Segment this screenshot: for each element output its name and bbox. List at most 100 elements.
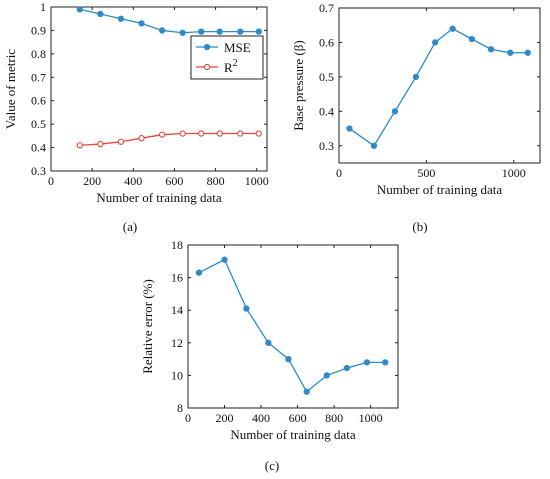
data-point (265, 339, 272, 346)
y-tick-label: 0.7 (319, 1, 334, 15)
data-point (179, 29, 186, 36)
data-point (97, 140, 104, 148)
y-tick-label: 8 (177, 401, 183, 415)
legend-label: R2 (224, 58, 238, 75)
data-point (255, 130, 262, 137)
y-tick-label: 0.4 (31, 141, 46, 155)
y-tick-label: 0.6 (319, 35, 334, 49)
legend-label-sup: 2 (233, 58, 238, 69)
data-point (346, 125, 353, 132)
y-tick-label: 16 (171, 271, 183, 285)
data-point (391, 108, 399, 115)
x-tick-label: 1000 (502, 166, 526, 180)
x-tick-label: 600 (165, 174, 183, 188)
data-point (138, 20, 145, 27)
x-tick-label: 400 (124, 174, 142, 188)
data-point (195, 269, 203, 276)
data-point (179, 130, 186, 137)
y-tick-label: 12 (171, 336, 183, 350)
legend-box (190, 35, 264, 80)
legend: MSE R2 (190, 35, 264, 80)
x-tick-label: 400 (252, 411, 270, 425)
x-tick-label: 0 (185, 411, 191, 425)
plot-frame (338, 7, 541, 164)
x-axis-label: Number of training data (230, 427, 355, 442)
y-tick-label: 1 (40, 0, 46, 14)
data-point (237, 28, 244, 35)
data-point (221, 256, 228, 263)
data-point (382, 359, 389, 366)
plot-frame (50, 6, 268, 172)
data-point (285, 355, 292, 363)
y-tick-label: 0.6 (31, 94, 46, 108)
data-point (449, 25, 456, 32)
y-tick-label: 0.3 (319, 139, 334, 153)
x-axis-label: Number of training data (96, 190, 221, 205)
x-tick-label: 1000 (245, 174, 269, 188)
series-0 (195, 256, 389, 395)
data-point (487, 46, 495, 53)
series-line (198, 258, 386, 393)
x-tick-label: 0 (336, 166, 342, 180)
panel-caption: (c) (265, 458, 279, 473)
data-point (138, 135, 145, 142)
y-tick-label: 0.8 (31, 47, 46, 61)
y-tick-label: 0.7 (31, 70, 46, 84)
series-line (79, 132, 259, 146)
y-axis-label: Value of metric (3, 49, 18, 129)
y-tick-label: 0.5 (31, 117, 46, 131)
data-point (216, 130, 223, 137)
data-point (158, 131, 166, 138)
data-point (97, 10, 104, 18)
data-point (76, 6, 83, 13)
legend-label: MSE (224, 40, 251, 55)
data-point (255, 28, 262, 35)
panel-caption: (a) (123, 219, 137, 234)
plot-frame (187, 244, 399, 409)
x-tick-label: 200 (216, 411, 234, 425)
legend-marker (203, 63, 211, 71)
x-tick-label: 800 (207, 174, 225, 188)
data-point (507, 49, 514, 56)
y-tick-label: 0.3 (31, 164, 46, 178)
y-axis-label: Relative error (%) (140, 279, 155, 374)
chart-c: 0 200 400 600 800 1000 8 10 12 14 16 18 Number of tr… (140, 238, 399, 473)
x-tick-label: 0 (48, 174, 54, 188)
data-point (198, 130, 205, 137)
data-point (243, 305, 250, 312)
y-tick-label: 18 (171, 238, 183, 252)
y-tick-label: 10 (171, 368, 183, 382)
series-0 (346, 25, 531, 149)
data-point (370, 142, 378, 149)
data-point (524, 49, 531, 56)
series-MSE (76, 6, 262, 36)
legend-label-base: R (224, 60, 233, 75)
data-point (412, 73, 420, 81)
legend-marker (203, 43, 211, 51)
data-point (198, 28, 205, 35)
data-point (431, 39, 439, 46)
data-point (343, 364, 351, 372)
x-tick-label: 500 (417, 166, 435, 180)
chart-a: 0 200 400 600 800 1000 0.3 0.4 0.5 0.6 0.7 0.8 0.9 1 N… (3, 0, 269, 234)
data-point (468, 35, 475, 43)
x-tick-label: 800 (325, 411, 343, 425)
series-line (349, 27, 528, 147)
y-tick-label: 14 (171, 303, 183, 317)
panel-caption: (b) (412, 219, 427, 234)
x-tick-label: 600 (289, 411, 307, 425)
data-point (76, 142, 83, 149)
x-axis-label: Number of training data (377, 182, 502, 197)
data-point (323, 372, 330, 379)
data-point (237, 130, 244, 137)
x-tick-label: 1000 (359, 411, 383, 425)
data-point (158, 27, 166, 34)
data-point (216, 28, 223, 35)
y-tick-label: 0.5 (319, 70, 334, 84)
y-tick-label: 0.9 (31, 23, 46, 37)
y-tick-label: 0.4 (319, 104, 334, 118)
chart-b: 0 500 1000 0.3 0.4 0.5 0.6 0.7 Number of trainin… (291, 1, 541, 234)
y-axis-label: Base pressure (β) (291, 40, 306, 130)
data-point (117, 138, 125, 145)
